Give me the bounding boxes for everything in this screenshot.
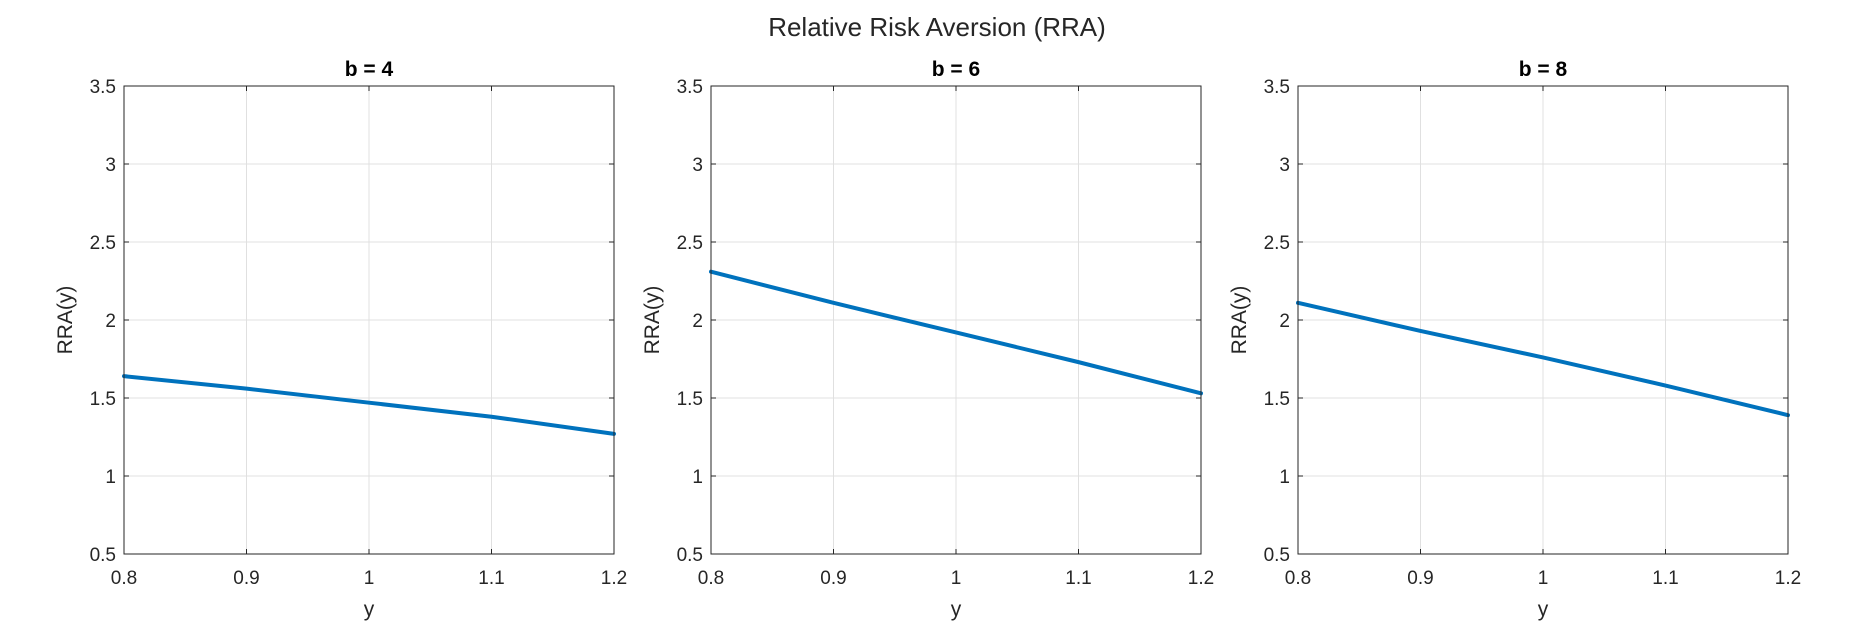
y-axis-label: RRA(y) (641, 286, 664, 355)
x-axis-label: y (951, 598, 962, 621)
y-tick-label: 3 (105, 155, 116, 176)
x-tick-label: 1.1 (1652, 568, 1678, 589)
y-tick-label: 1 (692, 467, 703, 488)
subplot-title: b = 8 (1519, 58, 1568, 81)
y-tick-label: 2 (1279, 311, 1290, 332)
y-tick-label: 2.5 (1264, 233, 1290, 254)
y-tick-label: 3.5 (90, 77, 116, 98)
axes-frame (1297, 85, 1789, 555)
x-tick-label: 1 (1538, 568, 1549, 589)
x-tick-label: 1 (364, 568, 375, 589)
y-tick-label: 2.5 (90, 233, 116, 254)
y-tick-label: 0.5 (1264, 545, 1290, 566)
y-tick-label: 3 (692, 155, 703, 176)
figure-title: Relative Risk Aversion (RRA) (768, 12, 1106, 42)
y-tick-label: 2 (105, 311, 116, 332)
x-tick-label: 1 (951, 568, 962, 589)
x-tick-label: 0.8 (698, 568, 724, 589)
subplot-3: 0.8 0.9 1 1.1 1.2 0.5 1 1.5 2 2.5 3 3.5 b = 8 y RRA(y) (1228, 58, 1801, 621)
series-line (1296, 300, 1790, 418)
x-tick-label: 1.1 (1065, 568, 1091, 589)
y-tick-label: 1 (1279, 467, 1290, 488)
subplot-title: b = 4 (345, 58, 394, 81)
subplot-title: b = 6 (932, 58, 980, 81)
series-line (709, 269, 1203, 396)
y-tick-label: 3.5 (1264, 77, 1290, 98)
y-axis-label: RRA(y) (54, 286, 77, 355)
y-axis-label: RRA(y) (1228, 286, 1251, 355)
y-tick-label: 1.5 (677, 389, 703, 410)
x-tick-label: 1.2 (1775, 568, 1801, 589)
y-tick-label: 1 (105, 467, 116, 488)
x-tick-label: 0.9 (233, 568, 259, 589)
x-tick-label: 0.8 (111, 568, 137, 589)
y-tick-label: 3 (1279, 155, 1290, 176)
y-tick-label: 1.5 (90, 389, 116, 410)
y-tick-label: 3.5 (677, 77, 703, 98)
x-tick-label: 0.9 (820, 568, 846, 589)
axes-frame (710, 85, 1202, 555)
x-tick-label: 0.8 (1285, 568, 1311, 589)
y-tick-label: 0.5 (90, 545, 116, 566)
x-tick-label: 1.1 (478, 568, 504, 589)
y-tick-label: 2.5 (677, 233, 703, 254)
x-tick-label: 1.2 (1188, 568, 1214, 589)
y-tick-label: 0.5 (677, 545, 703, 566)
subplots: 0.8 0.9 1 1.1 1.2 0.5 1 1.5 2 2.5 3 3.5 b = 4 y RRA(y)… (54, 58, 1801, 621)
subplot-2: 0.8 0.9 1 1.1 1.2 0.5 1 1.5 2 2.5 3 3.5 b = 6 y RRA(y) (641, 58, 1214, 621)
x-axis-label: y (1538, 598, 1549, 621)
series-line (122, 374, 616, 436)
y-tick-label: 1.5 (1264, 389, 1290, 410)
axes-frame (123, 85, 615, 555)
x-tick-label: 1.2 (601, 568, 627, 589)
x-tick-label: 0.9 (1407, 568, 1433, 589)
x-axis-label: y (364, 598, 375, 621)
subplot-1: 0.8 0.9 1 1.1 1.2 0.5 1 1.5 2 2.5 3 3.5 b = 4 y RRA(y) (54, 58, 627, 621)
y-tick-label: 2 (692, 311, 703, 332)
